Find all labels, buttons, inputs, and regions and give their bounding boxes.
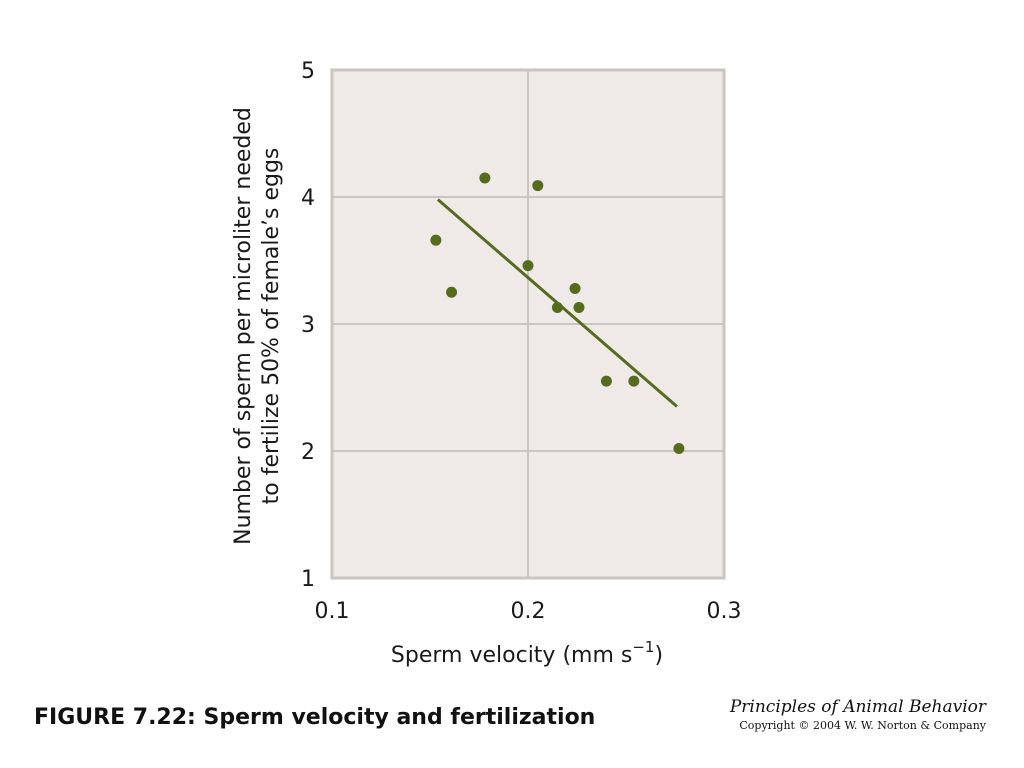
y-axis-title-line-2: to fertilize 50% of female’s eggs	[259, 148, 284, 505]
data-point	[628, 375, 640, 387]
x-axis-ticks: 0.1 0.2 0.3	[315, 599, 742, 624]
data-point	[573, 301, 585, 313]
y-axis-title: Number of sperm per microliter needed to…	[231, 107, 284, 545]
data-point	[673, 442, 685, 454]
y-tick-label: 3	[301, 313, 315, 338]
x-axis-title-superscript: −1	[632, 638, 654, 656]
y-tick-label: 5	[301, 59, 315, 84]
copyright-notice: Copyright © 2004 W. W. Norton & Company	[739, 719, 986, 732]
x-axis-title: Sperm velocity (mm s−1)	[391, 638, 663, 668]
data-point	[532, 180, 544, 192]
figure-caption: FIGURE 7.22: Sperm velocity and fertiliz…	[34, 705, 596, 730]
y-tick-label: 2	[301, 440, 315, 465]
data-point	[522, 260, 534, 272]
gridlines	[332, 70, 724, 578]
data-point	[430, 234, 442, 246]
x-tick-label: 0.2	[511, 599, 546, 624]
x-tick-label: 0.1	[315, 599, 350, 624]
data-point	[446, 286, 458, 298]
data-point	[551, 301, 563, 313]
book-title: Principles of Animal Behavior	[729, 697, 986, 717]
credit-block: Principles of Animal Behavior Copyright …	[730, 697, 986, 732]
y-axis-ticks: 1 2 3 4 5	[301, 59, 315, 592]
x-tick-label: 0.3	[707, 599, 742, 624]
y-tick-label: 4	[301, 186, 315, 211]
data-points	[430, 172, 685, 454]
data-point	[479, 172, 491, 184]
data-point	[569, 282, 581, 294]
y-tick-label: 1	[301, 567, 315, 592]
data-point	[600, 375, 612, 387]
y-axis-title-line-1: Number of sperm per microliter needed	[231, 107, 256, 545]
x-axis-title-suffix: )	[654, 643, 663, 668]
